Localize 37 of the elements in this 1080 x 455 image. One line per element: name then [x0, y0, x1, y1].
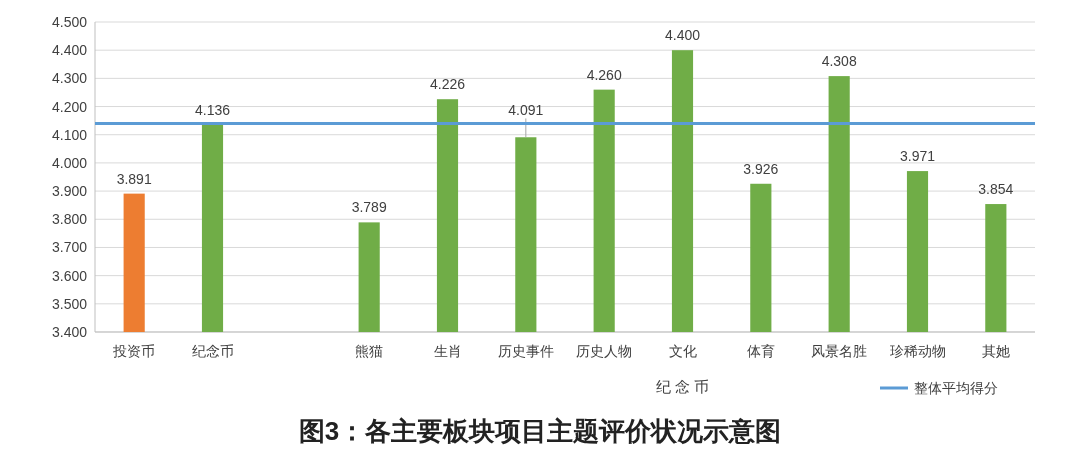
x-tick-label: 其她: [981, 343, 1010, 359]
x-tick-label: 文化: [668, 343, 697, 359]
data-label: 3.891: [116, 170, 152, 187]
y-tick-label: 3.500: [51, 295, 88, 312]
legend-label: 整体平均得分: [914, 380, 998, 396]
data-label: 3.971: [899, 148, 936, 165]
data-label: 3.854: [978, 181, 1014, 198]
y-tick-label: 3.400: [51, 324, 88, 340]
data-label: 4.308: [821, 53, 857, 70]
y-tick-label: 4.400: [51, 42, 88, 59]
x-tick-label: 熊猫: [355, 343, 384, 359]
text: 图3：各主要板块项目主题评价状况示意图: [298, 416, 782, 446]
y-tick-label: 4.500: [51, 14, 88, 30]
y-tick-label: 4.200: [51, 98, 88, 115]
y-tick-label: 3.700: [51, 239, 88, 256]
data-label: 4.091: [508, 102, 544, 119]
x-tick-label: 风景名胜: [811, 343, 868, 359]
x-tick-label: 珍稀动物: [889, 343, 946, 359]
data-label: 4.226: [429, 76, 466, 93]
text: 纪 念 币: [655, 378, 710, 395]
y-tick-label: 3.900: [51, 183, 88, 200]
x-tick-label: 体育: [746, 343, 775, 359]
x-tick-label: 投资币: [112, 343, 156, 359]
x-tick-label: 历史事件: [497, 343, 554, 359]
data-label: 3.789: [351, 199, 387, 216]
y-tick-label: 4.100: [51, 126, 88, 143]
y-tick-label: 3.800: [51, 211, 88, 228]
y-tick-label: 3.600: [51, 267, 88, 284]
x-tick-label: 生肖: [433, 343, 462, 359]
data-label: 4.260: [586, 66, 622, 83]
data-label: 4.400: [664, 27, 701, 44]
x-tick-label: 历史人物: [576, 343, 633, 359]
y-tick-label: 4.300: [51, 70, 88, 87]
data-label: 4.136: [194, 101, 231, 118]
data-label: 3.926: [743, 160, 779, 177]
y-tick-label: 4.000: [51, 154, 88, 171]
x-tick-label: 纪念币: [191, 343, 234, 359]
